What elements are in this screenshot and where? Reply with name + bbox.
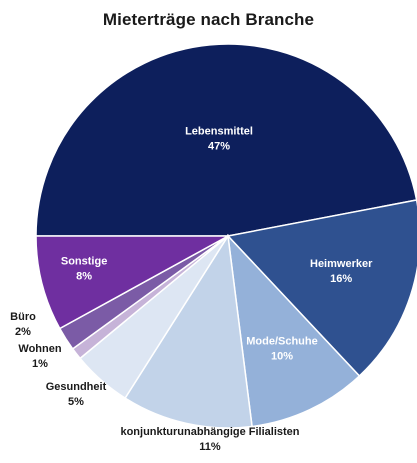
slice-label-lebensmittel: Lebensmittel: [185, 125, 253, 137]
pie-slice-heimwerker: [226, 199, 417, 378]
slice-value-buero: 2%: [15, 326, 31, 338]
slice-label-konjunkturunabhaengige-filialisten: konjunkturunabhängige Filialisten: [120, 426, 299, 438]
pie-slice-lebensmittel: [35, 43, 417, 237]
slice-value-wohnen: 1%: [32, 358, 48, 370]
pie-slice-sonstige: [35, 235, 229, 330]
slice-label-sonstige: Sonstige: [61, 255, 107, 267]
slice-label-mode-schuhe: Mode/Schuhe: [246, 336, 318, 348]
slice-label-gesundheit: Gesundheit: [46, 381, 107, 393]
slice-value-gesundheit: 5%: [68, 396, 84, 408]
pie-slice-konjunkturunabhaengige-filialisten: [124, 233, 253, 429]
slice-label-heimwerker: Heimwerker: [310, 258, 373, 270]
pie-slice-mode-schuhe: [226, 233, 361, 428]
slice-label-buero: Büro: [10, 311, 36, 323]
slice-value-heimwerker: 16%: [330, 273, 352, 285]
slice-value-konjunkturunabhaengige-filialisten: 11%: [199, 441, 221, 453]
chart-title: Mieterträge nach Branche: [102, 10, 315, 29]
slice-value-mode-schuhe: 10%: [271, 351, 293, 363]
slice-label-wohnen: Wohnen: [18, 343, 61, 355]
slice-value-sonstige: 8%: [76, 270, 92, 282]
slice-value-lebensmittel: 47%: [208, 140, 230, 152]
